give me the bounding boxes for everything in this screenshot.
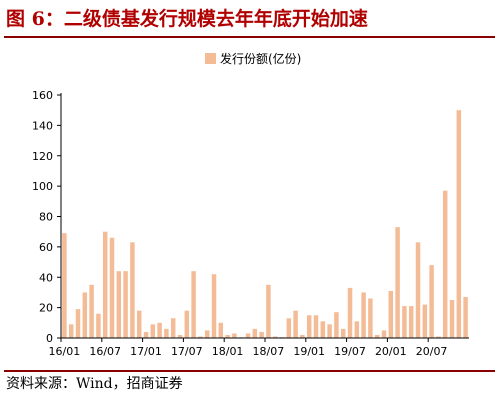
- bar-16-02: [68, 324, 74, 338]
- bar-16-09: [116, 271, 122, 338]
- chart-legend: 发行份额(亿份): [205, 51, 301, 66]
- bar-20-05: [415, 242, 421, 338]
- axes: [60, 93, 469, 339]
- x-tick-label: 17/07: [171, 345, 203, 358]
- bar-17-11: [211, 274, 217, 338]
- figure-title: 图 6：二级债基发行规模去年年底开始加速: [6, 8, 368, 30]
- y-tick-label: 0: [46, 332, 53, 345]
- bar-19-11: [374, 334, 380, 338]
- bar-16-07: [102, 231, 108, 338]
- bar-17-10: [204, 330, 210, 338]
- legend-label: 发行份额(亿份): [220, 51, 301, 66]
- bar-16-01: [62, 233, 67, 338]
- bar-20-10: [449, 300, 455, 338]
- bar-19-10: [368, 298, 373, 338]
- bar-19-12: [381, 330, 387, 338]
- bar-20-08: [436, 336, 441, 338]
- y-tick-label: 20: [39, 302, 53, 315]
- bar-20-02: [395, 227, 400, 338]
- x-tick-label: 20/01: [375, 345, 407, 358]
- bar-16-11: [130, 242, 135, 338]
- y-tick-label: 100: [32, 180, 53, 193]
- y-tick-label: 120: [32, 150, 53, 163]
- bar-16-12: [136, 310, 142, 338]
- bar-16-05: [89, 284, 94, 338]
- footer-rule: [4, 370, 495, 372]
- y-tick-label: 60: [39, 241, 53, 254]
- bar-19-08: [354, 321, 360, 338]
- bar-20-04: [408, 306, 414, 338]
- y-tick-label: 140: [32, 119, 53, 132]
- bar-17-08: [191, 271, 196, 338]
- bar-20-06: [422, 304, 428, 338]
- bar-series: [62, 110, 468, 338]
- bar-18-04: [245, 333, 251, 338]
- x-tick-label: 16/01: [49, 345, 81, 358]
- legend-swatch: [205, 53, 216, 64]
- bar-19-04: [327, 324, 332, 338]
- bar-16-08: [109, 237, 115, 338]
- bar-16-03: [75, 309, 81, 338]
- bar-17-01: [143, 331, 149, 338]
- bar-17-02: [150, 324, 156, 338]
- x-tick-label: 20/07: [416, 345, 448, 358]
- bar-17-06: [177, 334, 183, 338]
- bar-17-12: [218, 322, 224, 338]
- y-axis: 0 20 40 60 80 100 120 140 160: [32, 89, 61, 345]
- bar-19-09: [361, 292, 366, 338]
- x-axis: 16/01 16/07 17/01 17/07 18/01 18/07 19/01 19/07…: [49, 338, 448, 358]
- bar-18-01: [225, 334, 230, 338]
- bar-19-06: [340, 328, 346, 338]
- bar-19-01: [306, 315, 312, 338]
- bar-18-10: [286, 318, 292, 338]
- bar-17-05: [170, 318, 176, 338]
- y-tick-label: 80: [39, 211, 53, 224]
- bar-16-04: [82, 292, 88, 338]
- bar-20-03: [402, 306, 407, 338]
- bar-20-01: [388, 290, 394, 338]
- y-tick-label: 40: [39, 271, 53, 284]
- bar-18-08: [272, 336, 278, 338]
- x-tick-label: 18/07: [253, 345, 285, 358]
- bar-16-10: [123, 271, 128, 338]
- bar-18-07: [266, 284, 271, 338]
- source-note: 资料来源：Wind，招商证券: [6, 376, 183, 392]
- bar-17-03: [157, 322, 162, 338]
- x-tick-label: 17/01: [130, 345, 162, 358]
- bar-19-02: [313, 315, 319, 338]
- y-tick-label: 160: [32, 89, 53, 102]
- bar-18-02: [232, 333, 237, 338]
- bar-20-09: [442, 190, 448, 338]
- bar-17-09: [198, 336, 203, 338]
- bar-19-07: [347, 287, 353, 338]
- bar-20-07: [429, 265, 434, 338]
- bar-18-11: [293, 310, 298, 338]
- bar-16-06: [96, 313, 101, 338]
- bar-18-06: [259, 331, 264, 338]
- bar-20-12: [463, 296, 468, 338]
- bar-17-04: [164, 328, 169, 338]
- bar-20-11: [456, 110, 462, 338]
- x-tick-label: 16/07: [89, 345, 121, 358]
- bar-19-03: [320, 321, 326, 338]
- x-tick-label: 18/01: [212, 345, 244, 358]
- x-tick-label: 19/07: [334, 345, 366, 358]
- bar-18-05: [252, 328, 258, 338]
- bar-18-12: [300, 334, 305, 338]
- bar-19-05: [334, 312, 339, 338]
- bar-17-07: [184, 310, 190, 338]
- x-tick-label: 19/01: [293, 345, 325, 358]
- title-rule: [4, 36, 495, 38]
